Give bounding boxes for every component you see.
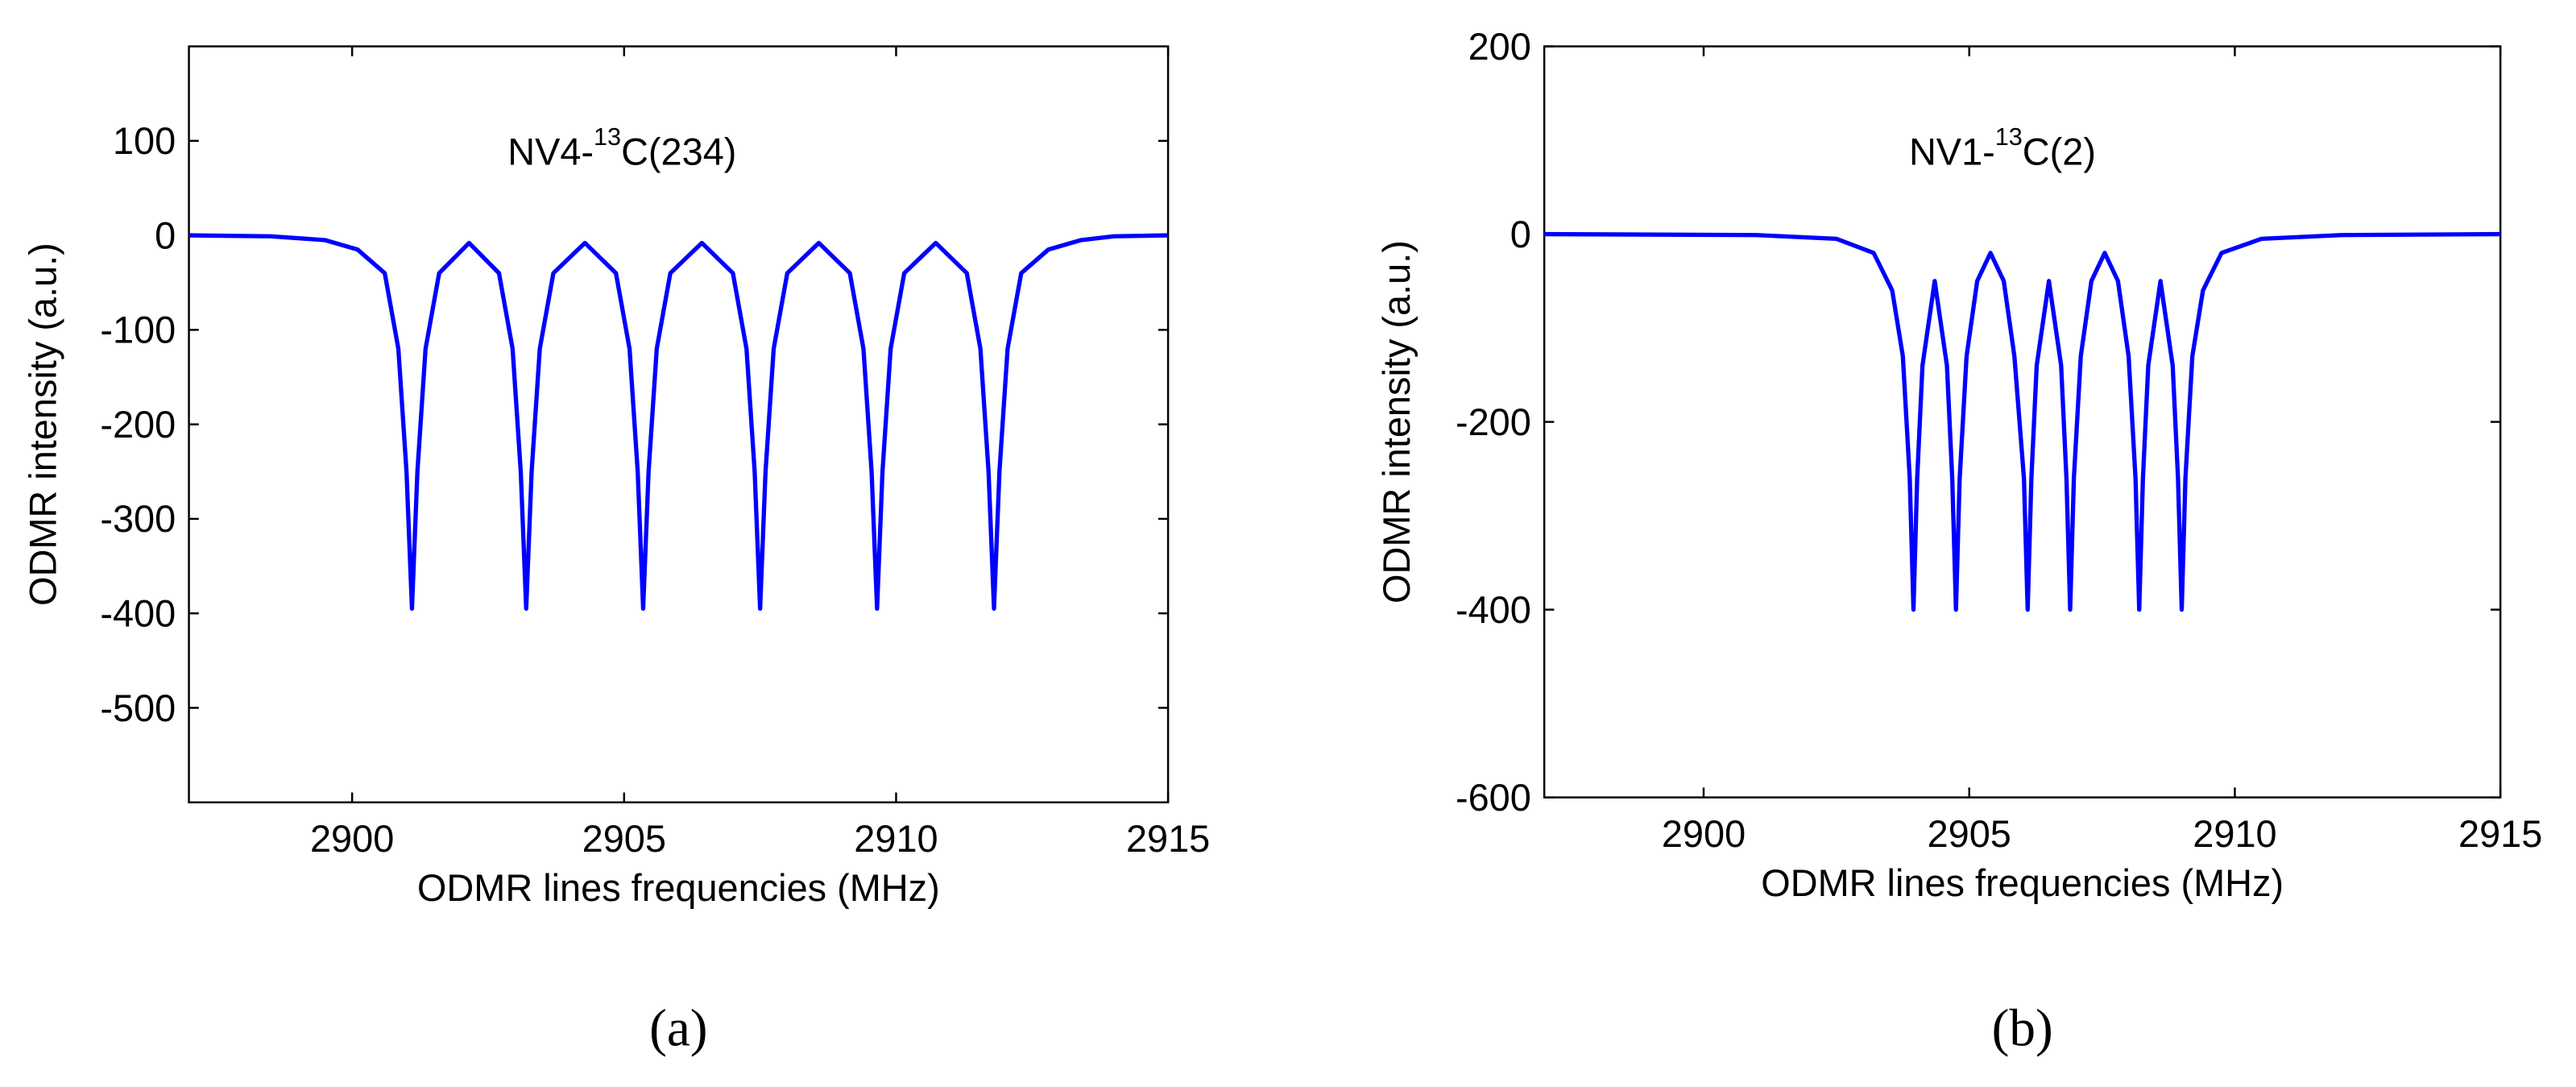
- y-tick-label: 0: [155, 214, 176, 256]
- panel-label: (b): [1992, 1000, 2053, 1058]
- y-tick-label: 200: [1468, 26, 1531, 68]
- annotation-prefix: NV4-: [507, 131, 594, 172]
- x-tick-label: 2900: [1662, 813, 1746, 855]
- y-tick-label: 0: [1510, 214, 1531, 255]
- y-tick-label: -100: [100, 309, 176, 351]
- x-tick-label: 2910: [854, 818, 938, 860]
- annotation-superscript: 13: [1995, 123, 2023, 151]
- data-line: [188, 233, 1169, 611]
- x-tick-label: 2905: [1928, 813, 2011, 855]
- annotation-suffix: C(234): [621, 131, 736, 172]
- data-line: [1544, 231, 2501, 612]
- y-tick-label: -300: [100, 498, 176, 540]
- y-tick-label: -400: [100, 592, 176, 634]
- x-tick-label: 2910: [2193, 813, 2276, 855]
- x-tick-label: 2915: [2458, 813, 2542, 855]
- panel-label: (a): [649, 1000, 707, 1058]
- y-axis-label: ODMR intensity (a.u.): [1376, 240, 1418, 604]
- subplot: -600 -400 -200 0 200 2900 2905 2910 2915 ODMR lin…: [1376, 26, 2542, 1058]
- x-tick-label: 2905: [582, 818, 666, 860]
- x-tick-label: 2900: [310, 818, 394, 860]
- x-tick-label: 2915: [1126, 818, 1210, 860]
- annotation-superscript: 13: [594, 123, 621, 151]
- annotation-prefix: NV1-: [1909, 131, 1995, 172]
- y-tick-label: -600: [1456, 777, 1531, 819]
- x-axis-label: ODMR lines frequencies (MHz): [1761, 862, 2284, 904]
- x-axis-label: ODMR lines frequencies (MHz): [417, 867, 940, 909]
- annotation: NV1-13C(2): [1909, 123, 2096, 172]
- y-tick-label: -200: [1456, 401, 1531, 443]
- y-tick-label: -500: [100, 687, 176, 729]
- subplot: -500 -400 -300 -200 -100 0 100 2900 2905 2910 2915…: [22, 45, 1210, 1058]
- y-tick-label: -200: [100, 404, 176, 446]
- annotation-suffix: C(2): [2023, 131, 2096, 172]
- annotation: NV4-13C(234): [507, 123, 736, 172]
- y-axis-label: ODMR intensity (a.u.): [22, 243, 64, 606]
- y-tick-label: -400: [1456, 589, 1531, 631]
- y-tick-label: 100: [113, 120, 176, 162]
